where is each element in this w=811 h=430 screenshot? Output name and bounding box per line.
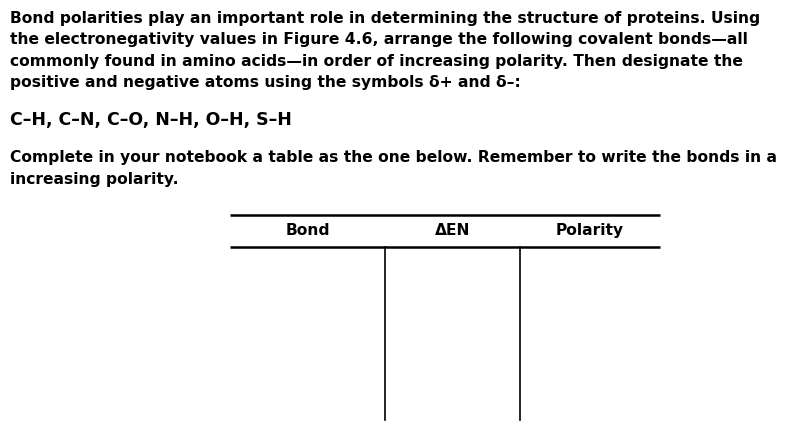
Text: ΔEN: ΔEN xyxy=(435,223,470,238)
Text: positive and negative atoms using the symbols δ+ and δ–:: positive and negative atoms using the sy… xyxy=(10,75,521,90)
Text: Polarity: Polarity xyxy=(556,223,624,238)
Text: increasing polarity.: increasing polarity. xyxy=(10,172,178,187)
Text: Complete in your notebook a table as the one below. Remember to write the bonds : Complete in your notebook a table as the… xyxy=(10,150,777,165)
Text: C–H, C–N, C–O, N–H, O–H, S–H: C–H, C–N, C–O, N–H, O–H, S–H xyxy=(10,111,292,129)
Text: commonly found in amino acids—in order of increasing polarity. Then designate th: commonly found in amino acids—in order o… xyxy=(10,54,743,69)
Text: Bond: Bond xyxy=(285,223,330,238)
Text: Bond polarities play an important role in determining the structure of proteins.: Bond polarities play an important role i… xyxy=(10,11,760,26)
Text: the electronegativity values in Figure 4.6, arrange the following covalent bonds: the electronegativity values in Figure 4… xyxy=(10,32,748,47)
